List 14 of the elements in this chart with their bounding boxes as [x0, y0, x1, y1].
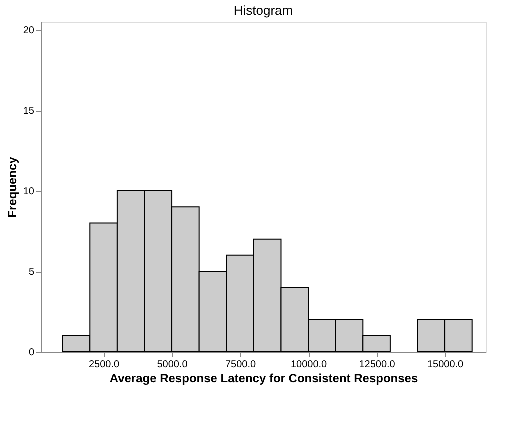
- y-tick-label: 15: [23, 106, 35, 118]
- x-tick-label: 2500.0: [88, 360, 120, 370]
- y-tick-label: 0: [28, 348, 35, 358]
- x-tick-label: 10000.0: [290, 360, 328, 370]
- chart-title: Histogram: [234, 3, 294, 18]
- x-tick-label: 5000.0: [157, 360, 188, 370]
- y-tick-label: 5: [28, 267, 35, 278]
- y-tick-label: 10: [23, 186, 35, 198]
- y-axis-title: Frequency: [5, 156, 20, 218]
- x-tick-label: 12500.0: [359, 360, 396, 370]
- x-axis-title: Average Response Latency for Consistent Responses: [110, 372, 418, 386]
- y-tick-label: 20: [23, 26, 35, 37]
- x-tick-label: 7500.0: [226, 360, 257, 370]
- x-tick-label: 15000.0: [427, 360, 464, 370]
